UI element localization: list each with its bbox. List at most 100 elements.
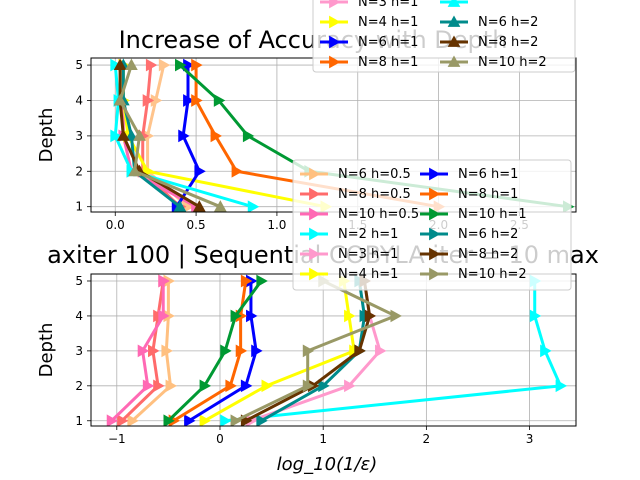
chart-bottom: −1 0 1 2 3 1 2 3 4 5 Depth bbox=[36, 273, 577, 446]
data-point-9-2 bbox=[116, 129, 130, 141]
legend-marker bbox=[447, 15, 461, 27]
x-tick-label: 0.5 bbox=[187, 218, 206, 232]
data-point-3-0 bbox=[220, 414, 232, 426]
data-point-7-2 bbox=[242, 129, 255, 143]
data-point-7-1 bbox=[225, 379, 237, 393]
legend-entry-label: N=6 h=2 bbox=[458, 227, 518, 242]
legend-marker bbox=[309, 187, 321, 201]
data-point-5-3 bbox=[191, 94, 203, 107]
data-point-8-0 bbox=[163, 414, 175, 426]
legend-entry-label: N=10 h=0.5 bbox=[338, 207, 419, 222]
y-axis-label: Depth bbox=[36, 323, 57, 378]
y-tick-label: 4 bbox=[75, 309, 83, 323]
legend-marker bbox=[329, 35, 341, 49]
legend-entry-label: N=8 h=1 bbox=[358, 55, 418, 70]
legend-box bbox=[292, 159, 572, 291]
legend-entry-label: N=6 h=1 bbox=[458, 167, 518, 182]
data-point-3-2 bbox=[540, 344, 552, 358]
x-tick-label: 1 bbox=[319, 432, 327, 446]
data-point-10-1 bbox=[128, 164, 141, 177]
legend-top: N=3 h=1 N=4 h=1 N=6 h=2 N=6 h=1 N=8 h=2 N=8 h… bbox=[312, 0, 576, 73]
legend-entry-label: N=3 h=1 bbox=[338, 247, 398, 262]
y-tick-label: 2 bbox=[75, 164, 83, 178]
data-point-3-3 bbox=[529, 309, 542, 323]
x-tick-label: 3 bbox=[526, 432, 534, 446]
legend-entry-label: N=6 h=0.5 bbox=[338, 167, 411, 182]
x-tick-label: 2 bbox=[423, 432, 431, 446]
data-point-7-2 bbox=[235, 344, 248, 358]
legend-marker bbox=[309, 267, 321, 281]
y-tick-label: 1 bbox=[75, 200, 83, 214]
data-point-5-3 bbox=[344, 309, 356, 323]
series-group bbox=[106, 274, 568, 426]
legend-entry-label: N=4 h=1 bbox=[358, 15, 418, 30]
legend-marker bbox=[429, 267, 441, 281]
data-point-2-4 bbox=[158, 274, 170, 288]
data-point-5-4 bbox=[191, 58, 203, 72]
x-axis-label: log_10(1/ε) bbox=[277, 454, 378, 475]
legend-entry-label: N=8 h=2 bbox=[478, 35, 538, 50]
legend-bottom: N=6 h=0.5 N=8 h=0.5 N=10 h=0.5 N=2 h=1 N=3 h… bbox=[292, 159, 572, 291]
data-point-11-2 bbox=[302, 344, 315, 358]
data-point-4-2 bbox=[178, 129, 190, 143]
legend-marker bbox=[329, 0, 341, 9]
data-point-8-2 bbox=[220, 344, 232, 358]
data-point-2-0 bbox=[106, 414, 119, 426]
data-point-1-3 bbox=[142, 94, 155, 107]
legend-marker bbox=[429, 247, 441, 261]
legend-marker bbox=[429, 207, 441, 221]
legend-entry-label: N=6 h=2 bbox=[478, 15, 538, 30]
data-point-8-2 bbox=[125, 129, 138, 141]
data-point-2-1 bbox=[142, 379, 155, 393]
legend-entry-label: N=2 h=1 bbox=[338, 227, 398, 242]
y-tick-label: 2 bbox=[75, 379, 83, 393]
x-tick-label: 1.0 bbox=[267, 218, 286, 232]
data-point-7-4 bbox=[175, 58, 187, 72]
data-point-11-1 bbox=[302, 379, 315, 393]
series-group bbox=[110, 58, 575, 212]
data-point-6-1 bbox=[240, 379, 253, 393]
legend-entry-label: N=8 h=2 bbox=[458, 247, 518, 262]
data-point-5-1 bbox=[261, 379, 273, 393]
data-point-4-2 bbox=[375, 344, 387, 358]
data-point-4-1 bbox=[344, 379, 356, 393]
data-point-2-3 bbox=[158, 309, 170, 323]
legend-entry-label: N=10 h=2 bbox=[458, 267, 527, 282]
data-point-10-0 bbox=[213, 200, 227, 212]
data-point-9-0 bbox=[256, 414, 268, 426]
data-point-9-4 bbox=[113, 58, 127, 70]
data-point-10-3 bbox=[113, 93, 127, 106]
legend-entry-label: N=8 h=1 bbox=[458, 187, 518, 202]
data-point-9-0 bbox=[192, 200, 206, 212]
legend-entry-label: N=8 h=0.5 bbox=[338, 187, 411, 202]
data-point-2-2 bbox=[137, 344, 150, 358]
data-point-4-3 bbox=[183, 94, 195, 107]
data-point-0-4 bbox=[158, 58, 171, 72]
data-point-1-4 bbox=[145, 58, 158, 72]
x-tick-label: −1 bbox=[108, 432, 126, 446]
data-point-6-2 bbox=[251, 344, 263, 358]
data-point-0-1 bbox=[165, 379, 177, 393]
data-point-3-1 bbox=[555, 379, 568, 393]
legend-marker bbox=[309, 207, 321, 221]
legend-marker bbox=[429, 167, 441, 181]
data-point-11-0 bbox=[230, 414, 242, 426]
legend-marker bbox=[329, 15, 341, 29]
plot-area bbox=[91, 274, 576, 426]
y-tick-label: 5 bbox=[75, 58, 83, 72]
legend-entry-label: N=6 h=1 bbox=[358, 35, 418, 50]
y-axis-label: Depth bbox=[36, 108, 57, 163]
data-point-7-4 bbox=[240, 274, 253, 288]
legend-entry-label: N=3 h=1 bbox=[358, 0, 418, 10]
data-point-4-1 bbox=[194, 164, 206, 178]
y-tick-label: 5 bbox=[75, 274, 83, 288]
legend-marker bbox=[447, 35, 461, 47]
legend-marker bbox=[309, 167, 321, 181]
data-point-5-2 bbox=[210, 129, 223, 143]
data-point-10-2 bbox=[133, 129, 146, 141]
legend-entry-label: N=10 h=2 bbox=[478, 55, 547, 70]
y-tick-label: 3 bbox=[75, 344, 83, 358]
data-point-6-0 bbox=[184, 414, 196, 426]
